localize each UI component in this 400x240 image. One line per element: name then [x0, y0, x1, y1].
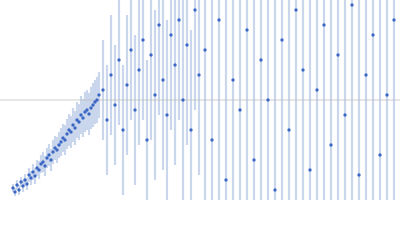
data-point [273, 188, 277, 192]
data-point [13, 190, 17, 194]
data-point [105, 118, 109, 122]
data-point [145, 138, 149, 142]
data-point [189, 128, 193, 132]
data-point [59, 140, 63, 144]
data-point [83, 110, 87, 114]
chart [0, 0, 400, 200]
data-point [385, 93, 389, 97]
data-point [153, 93, 157, 97]
data-point [25, 182, 29, 186]
data-point [141, 38, 145, 42]
data-point [41, 160, 45, 164]
data-point [27, 173, 31, 177]
data-point [181, 98, 185, 102]
data-point [165, 113, 169, 117]
data-point [101, 88, 105, 92]
data-point [266, 98, 270, 102]
data-point [65, 132, 69, 136]
data-point [93, 100, 97, 104]
data-point [210, 138, 214, 142]
data-point [203, 48, 207, 52]
data-point [91, 103, 95, 107]
data-point [17, 188, 21, 192]
data-point [157, 23, 161, 27]
data-point [217, 18, 221, 22]
data-point [364, 73, 368, 77]
data-point [97, 93, 101, 97]
data-point [245, 28, 249, 32]
data-point [53, 146, 57, 150]
data-point [125, 83, 129, 87]
data-point [37, 168, 41, 172]
data-point [350, 3, 354, 7]
data-point [129, 48, 133, 52]
data-point [55, 148, 59, 152]
data-point [77, 120, 81, 124]
data-point [39, 162, 43, 166]
data-point [75, 118, 79, 122]
data-point [193, 8, 197, 12]
data-point [49, 158, 53, 162]
data-point [149, 53, 153, 57]
data-point [133, 108, 137, 112]
data-point [197, 73, 201, 77]
data-point [85, 108, 89, 112]
data-point [392, 18, 396, 22]
data-point [33, 174, 37, 178]
data-point [117, 58, 121, 62]
data-point [322, 23, 326, 27]
data-point [47, 153, 51, 157]
data-point [89, 106, 93, 110]
data-point [280, 38, 284, 42]
data-point [329, 143, 333, 147]
data-point [57, 143, 61, 147]
data-point [294, 8, 298, 12]
data-point [95, 98, 99, 102]
data-point [308, 168, 312, 172]
data-point [185, 43, 189, 47]
data-point [51, 150, 55, 154]
data-point [169, 33, 173, 37]
data-point [137, 68, 141, 72]
data-point [378, 153, 382, 157]
data-point [161, 78, 165, 82]
data-point [15, 183, 19, 187]
data-point [87, 112, 91, 116]
data-point [67, 128, 71, 132]
data-point [63, 138, 67, 142]
data-point [19, 180, 23, 184]
data-point [79, 113, 83, 117]
data-point [21, 184, 25, 188]
data-point [23, 178, 27, 182]
data-point [61, 136, 65, 140]
data-point [336, 53, 340, 57]
data-point [252, 158, 256, 162]
data-point [343, 113, 347, 117]
data-point [121, 128, 125, 132]
data-point [315, 88, 319, 92]
data-point [301, 68, 305, 72]
data-point [173, 63, 177, 67]
page: (() => { const data = JSON.parse(documen… [0, 0, 400, 200]
data-point [371, 33, 375, 37]
data-point [43, 164, 47, 168]
data-point [29, 176, 33, 180]
data-point [287, 128, 291, 132]
data-point [259, 58, 263, 62]
data-point [69, 130, 73, 134]
data-point [31, 170, 35, 174]
data-point [73, 126, 77, 130]
data-point [113, 103, 117, 107]
data-point [177, 18, 181, 22]
data-point [224, 178, 228, 182]
data-point [71, 123, 75, 127]
data-point [238, 108, 242, 112]
data-point [45, 156, 49, 160]
data-point [11, 186, 15, 190]
data-point [35, 166, 39, 170]
data-point [81, 116, 85, 120]
data-point [231, 78, 235, 82]
data-point [357, 173, 361, 177]
data-point [109, 73, 113, 77]
